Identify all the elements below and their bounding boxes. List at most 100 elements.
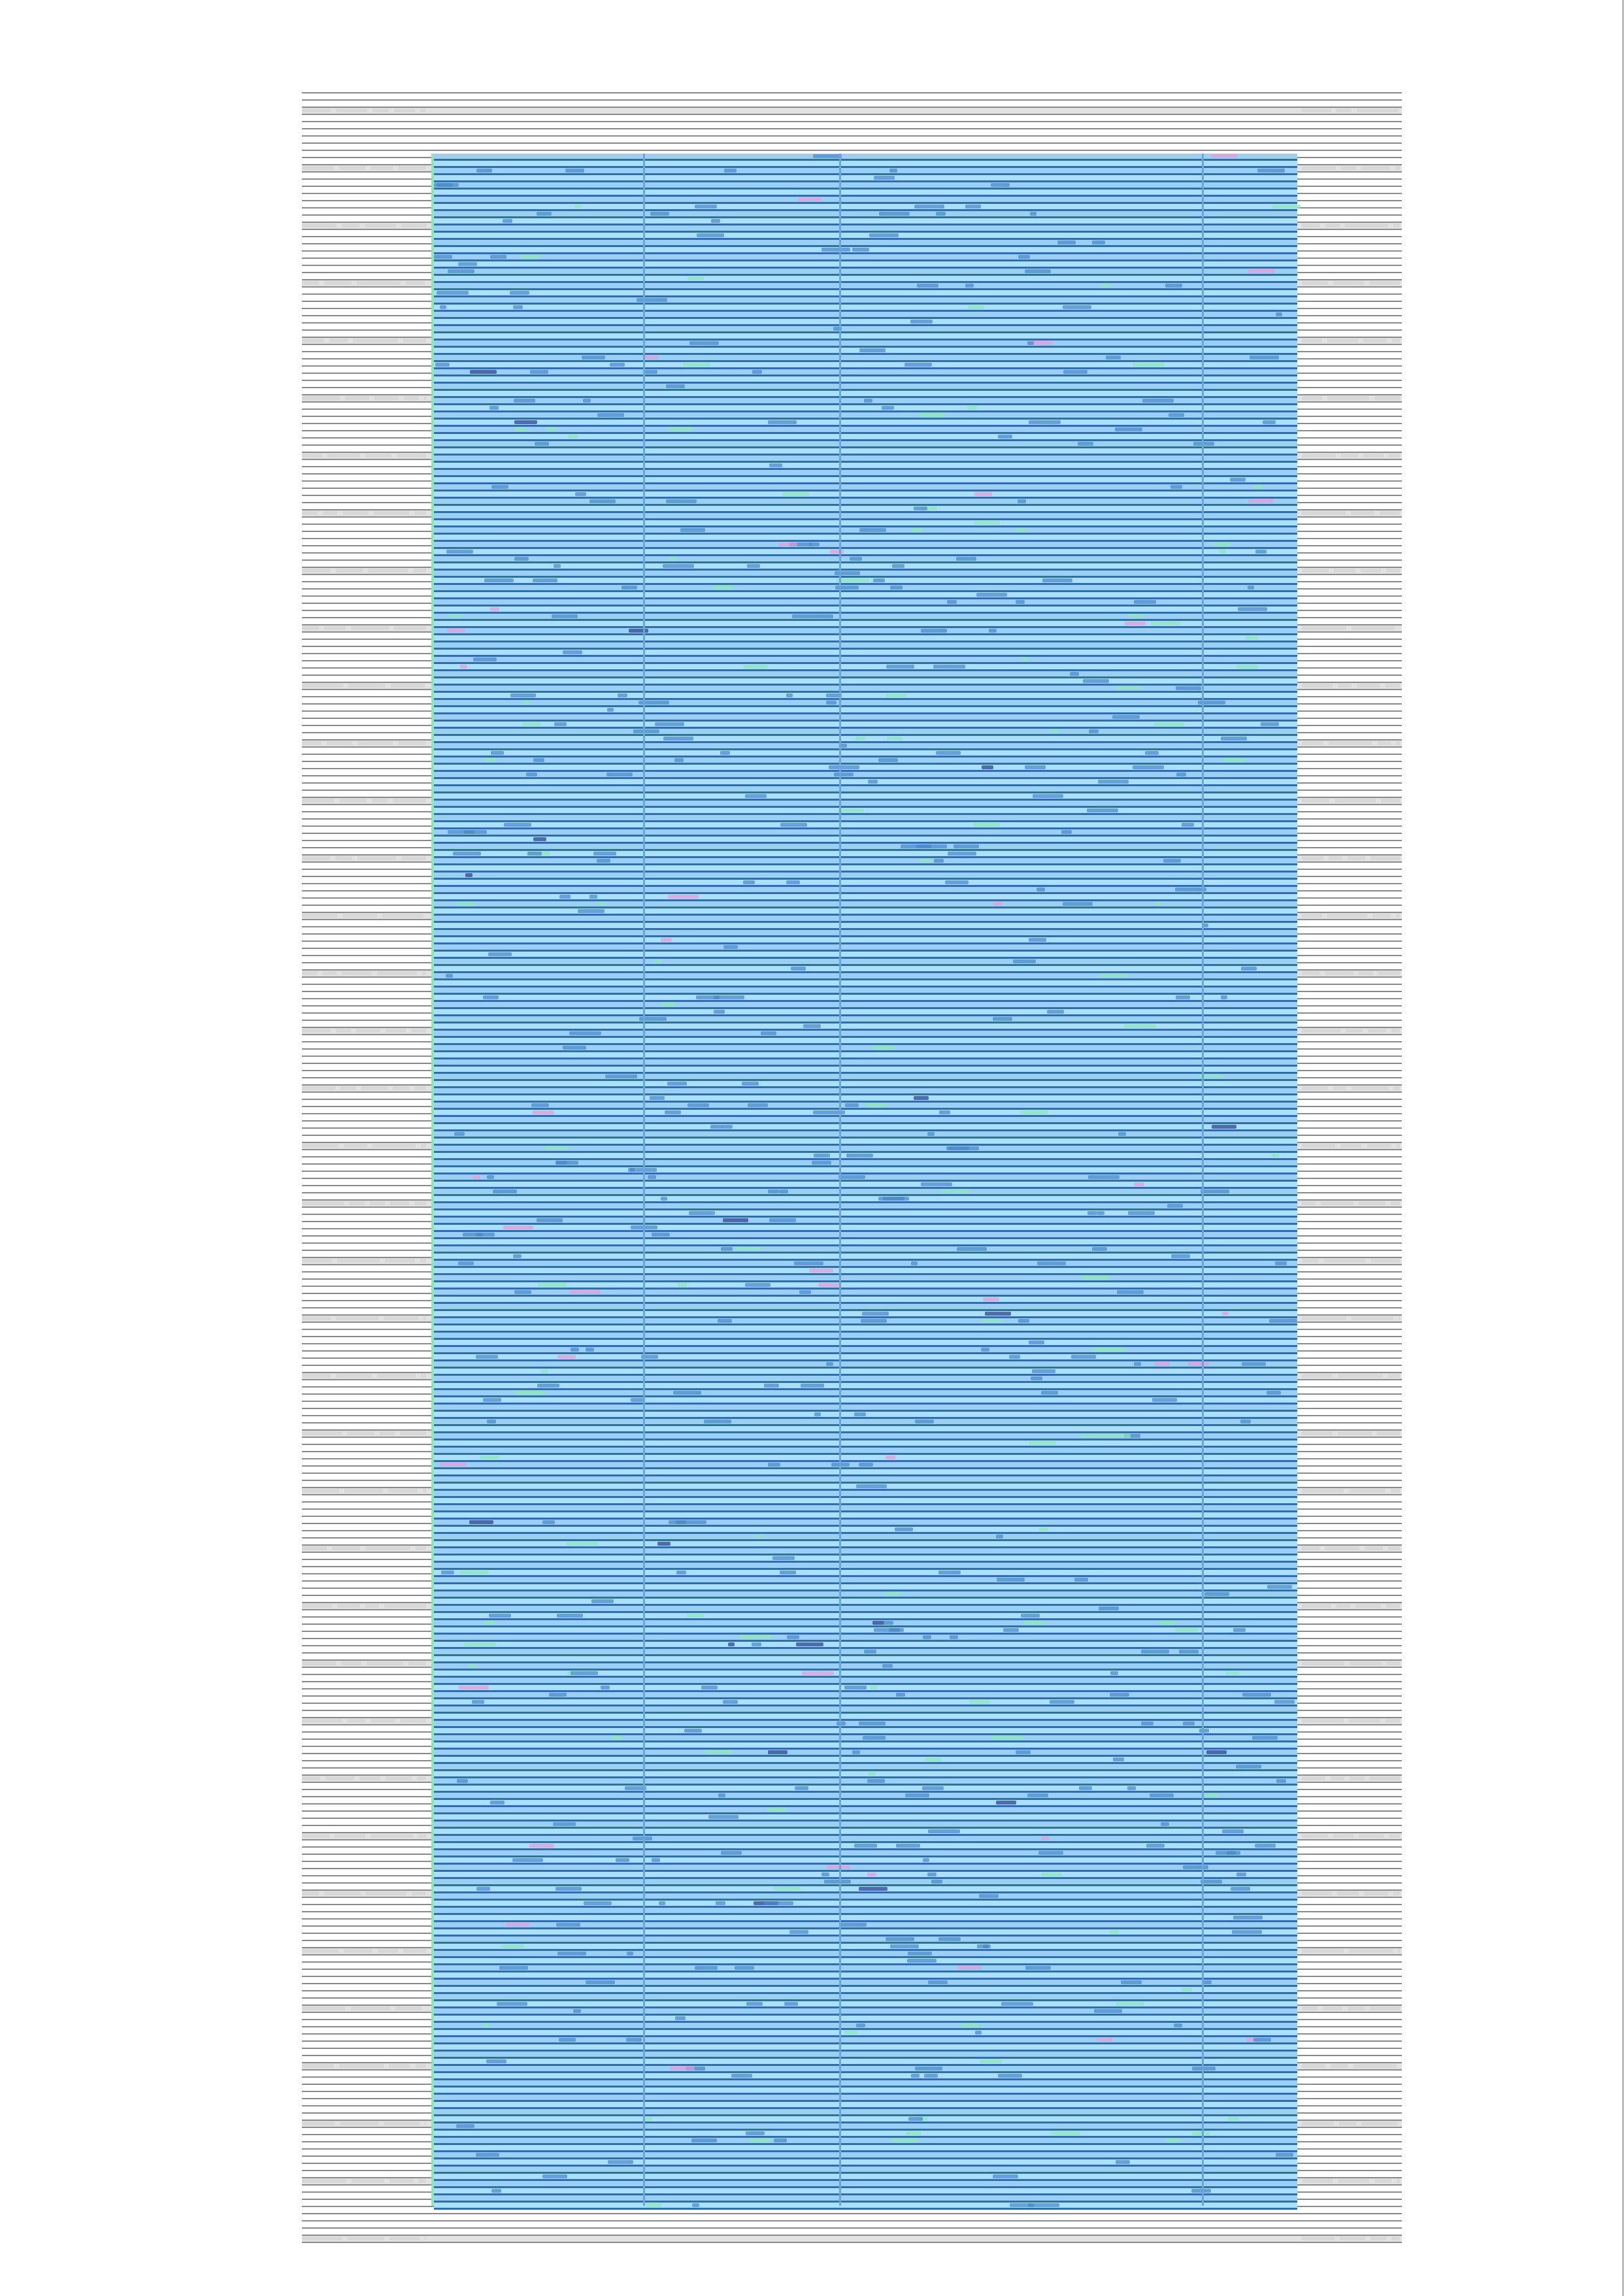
selected-row[interactable] xyxy=(434,2181,1297,2188)
selected-row[interactable] xyxy=(434,1304,1297,1311)
selected-row[interactable] xyxy=(434,2123,1297,2131)
table-row[interactable] xyxy=(302,93,1402,101)
selected-row[interactable] xyxy=(434,1822,1297,1829)
selected-range[interactable] xyxy=(431,154,1301,2210)
table-row[interactable] xyxy=(302,115,1402,122)
selected-row[interactable] xyxy=(434,750,1297,757)
selected-row[interactable] xyxy=(434,1534,1297,1541)
selected-row[interactable] xyxy=(434,1829,1297,1836)
selected-row[interactable] xyxy=(434,2159,1297,2167)
selected-row[interactable] xyxy=(434,2073,1297,2080)
selected-row[interactable] xyxy=(434,1440,1297,1448)
selected-row[interactable] xyxy=(434,1448,1297,1455)
selected-row[interactable] xyxy=(434,1289,1297,1297)
selected-row[interactable] xyxy=(434,664,1297,671)
selected-row[interactable] xyxy=(434,1333,1297,1340)
selected-row[interactable] xyxy=(434,1958,1297,1965)
table-row[interactable] xyxy=(302,144,1402,151)
selected-row[interactable] xyxy=(434,1354,1297,1361)
selected-row[interactable] xyxy=(434,793,1297,801)
selected-row[interactable] xyxy=(434,1081,1297,1088)
selected-row[interactable] xyxy=(434,1606,1297,1613)
selected-row[interactable] xyxy=(434,2008,1297,2016)
selected-row[interactable] xyxy=(434,614,1297,621)
selected-row[interactable] xyxy=(434,470,1297,477)
selected-row[interactable] xyxy=(434,1383,1297,1390)
selected-row[interactable] xyxy=(434,261,1297,269)
selected-row[interactable] xyxy=(434,1369,1297,1376)
selected-row[interactable] xyxy=(434,1915,1297,1922)
selected-row[interactable] xyxy=(434,973,1297,980)
selected-row[interactable] xyxy=(434,1297,1297,1304)
selected-row[interactable] xyxy=(434,506,1297,513)
selected-row[interactable] xyxy=(434,1476,1297,1484)
selected-row[interactable] xyxy=(434,1872,1297,1879)
selected-row[interactable] xyxy=(434,880,1297,887)
selected-row[interactable] xyxy=(434,1599,1297,1606)
selected-row[interactable] xyxy=(434,276,1297,283)
selected-row[interactable] xyxy=(434,1491,1297,1498)
selected-row[interactable] xyxy=(434,1405,1297,1412)
selected-row[interactable] xyxy=(434,1210,1297,1218)
table-row[interactable] xyxy=(302,2236,1402,2243)
selected-row[interactable] xyxy=(434,1735,1297,1742)
selected-row[interactable] xyxy=(434,1088,1297,1095)
selected-row[interactable] xyxy=(434,1318,1297,1325)
table-row[interactable] xyxy=(302,137,1402,144)
selected-row[interactable] xyxy=(434,1196,1297,1203)
selected-row[interactable] xyxy=(434,1635,1297,1642)
selected-row[interactable] xyxy=(434,1908,1297,1915)
selected-row[interactable] xyxy=(434,290,1297,297)
selected-row[interactable] xyxy=(434,1951,1297,1958)
table-row[interactable] xyxy=(302,86,1402,93)
selected-row[interactable] xyxy=(434,1556,1297,1563)
selected-row[interactable] xyxy=(434,1103,1297,1110)
selected-row[interactable] xyxy=(434,1850,1297,1857)
selected-row[interactable] xyxy=(434,1656,1297,1663)
selected-row[interactable] xyxy=(434,1419,1297,1426)
table-row[interactable] xyxy=(302,101,1402,108)
selected-row[interactable] xyxy=(434,333,1297,341)
selected-row[interactable] xyxy=(434,959,1297,966)
selected-row[interactable] xyxy=(434,901,1297,908)
selected-row[interactable] xyxy=(434,1980,1297,1987)
selected-row[interactable] xyxy=(434,2052,1297,2059)
selected-row[interactable] xyxy=(434,1836,1297,1843)
selected-row[interactable] xyxy=(434,966,1297,973)
selected-row[interactable] xyxy=(434,1146,1297,1153)
selected-row[interactable] xyxy=(434,1282,1297,1289)
selected-row[interactable] xyxy=(434,1728,1297,1735)
selected-row[interactable] xyxy=(434,542,1297,549)
selected-row[interactable] xyxy=(434,1757,1297,1764)
selected-row[interactable] xyxy=(434,2016,1297,2023)
selected-row[interactable] xyxy=(434,168,1297,175)
selected-row[interactable] xyxy=(434,995,1297,1002)
selected-row[interactable] xyxy=(434,269,1297,276)
selected-row[interactable] xyxy=(434,736,1297,743)
selected-row[interactable] xyxy=(434,2131,1297,2138)
selected-row[interactable] xyxy=(434,1937,1297,1944)
selected-row[interactable] xyxy=(434,1031,1297,1038)
selected-row[interactable] xyxy=(434,650,1297,657)
selected-row[interactable] xyxy=(434,916,1297,923)
selected-row[interactable] xyxy=(434,729,1297,736)
selected-row[interactable] xyxy=(434,456,1297,463)
selected-row[interactable] xyxy=(434,2116,1297,2123)
selected-row[interactable] xyxy=(434,1038,1297,1045)
selected-row[interactable] xyxy=(434,1742,1297,1750)
selected-row[interactable] xyxy=(434,2203,1297,2210)
selected-row[interactable] xyxy=(434,1714,1297,1721)
selected-row[interactable] xyxy=(434,1311,1297,1318)
selected-row[interactable] xyxy=(434,355,1297,362)
selected-row[interactable] xyxy=(434,635,1297,642)
selected-row[interactable] xyxy=(434,1095,1297,1103)
selected-row[interactable] xyxy=(434,757,1297,765)
selected-row[interactable] xyxy=(434,484,1297,491)
table-row[interactable] xyxy=(302,122,1402,129)
selected-row[interactable] xyxy=(434,1469,1297,1476)
selected-row[interactable] xyxy=(434,1246,1297,1254)
selected-row[interactable] xyxy=(434,520,1297,527)
selected-row[interactable] xyxy=(434,1131,1297,1139)
selected-row[interactable] xyxy=(434,1153,1297,1160)
selected-row[interactable] xyxy=(434,2174,1297,2181)
